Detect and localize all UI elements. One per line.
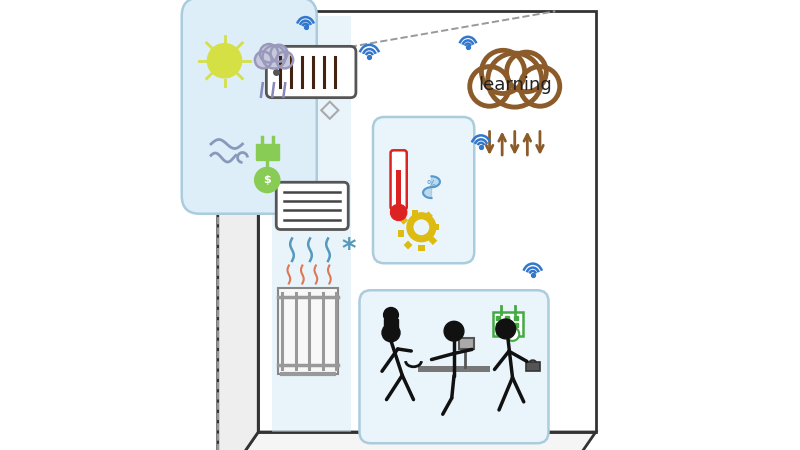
Bar (412, 210, 418, 216)
Bar (481, 80, 549, 90)
Circle shape (207, 44, 242, 78)
FancyBboxPatch shape (182, 0, 317, 214)
Bar (526, 362, 539, 372)
Circle shape (255, 52, 272, 68)
Text: %: % (426, 180, 435, 189)
Polygon shape (218, 432, 596, 450)
Text: $: $ (263, 175, 271, 185)
Bar (433, 224, 439, 230)
Circle shape (260, 44, 278, 63)
Circle shape (482, 50, 525, 94)
Circle shape (506, 328, 519, 341)
FancyBboxPatch shape (390, 150, 406, 210)
Bar (418, 366, 490, 372)
Bar (396, 170, 402, 205)
Circle shape (276, 52, 293, 68)
FancyBboxPatch shape (373, 117, 474, 263)
Bar (384, 319, 398, 327)
Bar (272, 16, 350, 432)
Bar (403, 241, 413, 249)
Bar (458, 338, 474, 349)
Circle shape (382, 324, 400, 342)
Circle shape (444, 321, 464, 341)
Circle shape (470, 67, 510, 106)
Bar (259, 57, 289, 61)
Bar (256, 144, 278, 160)
Circle shape (390, 204, 406, 220)
FancyBboxPatch shape (266, 46, 356, 98)
Bar (429, 236, 438, 245)
Circle shape (270, 45, 287, 62)
Bar (278, 288, 338, 374)
Circle shape (506, 52, 546, 92)
Bar (494, 312, 522, 337)
Circle shape (262, 45, 286, 68)
Circle shape (496, 319, 516, 339)
Text: *: * (341, 236, 355, 264)
Bar (398, 230, 404, 237)
Circle shape (488, 53, 542, 107)
Circle shape (414, 220, 429, 234)
Bar (418, 245, 425, 251)
Bar (399, 216, 408, 225)
FancyBboxPatch shape (276, 182, 348, 230)
Polygon shape (218, 11, 258, 450)
FancyBboxPatch shape (359, 290, 549, 443)
Circle shape (407, 213, 436, 242)
Bar (424, 212, 433, 220)
Text: learning: learning (478, 76, 552, 94)
Polygon shape (423, 176, 440, 198)
Circle shape (383, 307, 399, 323)
Circle shape (520, 67, 560, 106)
Circle shape (254, 167, 280, 193)
